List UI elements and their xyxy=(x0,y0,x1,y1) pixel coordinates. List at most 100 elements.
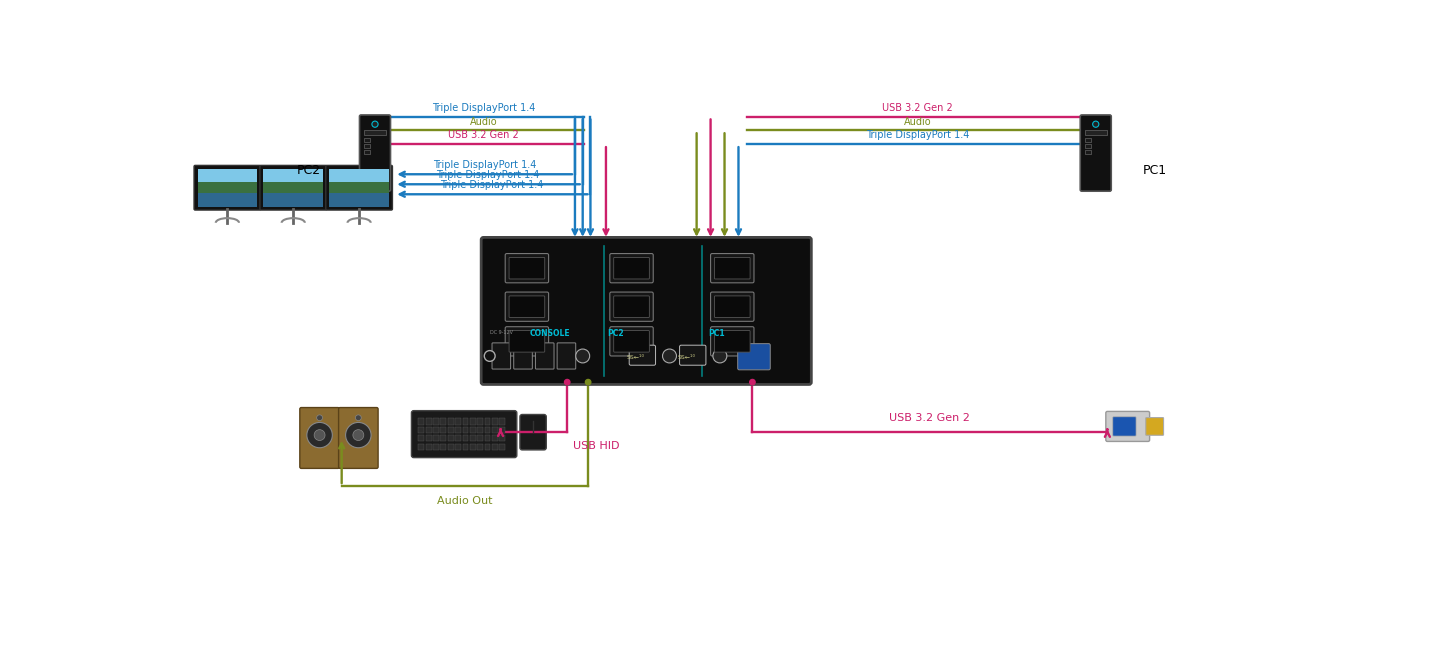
Bar xyxy=(441,436,447,441)
Bar xyxy=(364,131,386,135)
Text: USB 3.2 Gen 2: USB 3.2 Gen 2 xyxy=(889,413,970,423)
Bar xyxy=(419,436,425,441)
Bar xyxy=(426,436,432,441)
Bar xyxy=(499,436,505,441)
FancyBboxPatch shape xyxy=(521,415,547,450)
Bar xyxy=(264,194,323,207)
Bar xyxy=(477,419,483,424)
Bar xyxy=(364,138,370,142)
Bar xyxy=(329,182,389,194)
FancyBboxPatch shape xyxy=(338,408,378,469)
Bar xyxy=(1085,144,1090,148)
Text: PC1: PC1 xyxy=(708,329,725,338)
Bar xyxy=(264,169,323,182)
Bar xyxy=(364,150,370,154)
FancyBboxPatch shape xyxy=(513,343,532,369)
Bar xyxy=(448,436,454,441)
FancyBboxPatch shape xyxy=(710,292,754,321)
FancyBboxPatch shape xyxy=(1080,115,1111,191)
Text: Triple DisplayPort 1.4: Triple DisplayPort 1.4 xyxy=(441,181,544,190)
Circle shape xyxy=(564,380,570,385)
Bar xyxy=(329,194,389,207)
Bar xyxy=(455,427,461,433)
FancyBboxPatch shape xyxy=(1112,417,1135,436)
Bar xyxy=(463,427,468,433)
Bar xyxy=(434,436,439,441)
Bar xyxy=(484,419,490,424)
Bar xyxy=(426,419,432,424)
Text: CONSOLE: CONSOLE xyxy=(531,329,571,338)
Bar xyxy=(434,419,439,424)
FancyBboxPatch shape xyxy=(715,296,750,317)
Bar xyxy=(329,169,389,207)
FancyBboxPatch shape xyxy=(680,345,706,365)
FancyBboxPatch shape xyxy=(300,408,339,469)
Circle shape xyxy=(576,349,590,363)
Bar xyxy=(264,182,323,194)
Bar xyxy=(364,144,370,148)
Bar xyxy=(492,444,497,450)
Bar xyxy=(448,419,454,424)
Text: Audio: Audio xyxy=(903,116,931,127)
FancyBboxPatch shape xyxy=(509,331,545,352)
Bar xyxy=(1085,138,1090,142)
Bar xyxy=(463,436,468,441)
FancyBboxPatch shape xyxy=(505,254,548,283)
FancyBboxPatch shape xyxy=(710,254,754,283)
FancyBboxPatch shape xyxy=(194,165,261,210)
Bar xyxy=(426,444,432,450)
Text: DC 9-12V: DC 9-12V xyxy=(490,330,513,335)
Bar xyxy=(499,444,505,450)
FancyBboxPatch shape xyxy=(715,257,750,279)
Bar xyxy=(197,169,257,182)
Bar xyxy=(492,436,497,441)
Bar xyxy=(197,194,257,207)
Text: Triple DisplayPort 1.4: Triple DisplayPort 1.4 xyxy=(432,161,536,170)
Text: SS←¹⁰: SS←¹⁰ xyxy=(677,355,695,360)
FancyBboxPatch shape xyxy=(481,237,812,384)
Circle shape xyxy=(315,430,325,441)
Bar xyxy=(441,444,447,450)
Bar xyxy=(463,419,468,424)
FancyBboxPatch shape xyxy=(715,331,750,352)
Bar xyxy=(455,419,461,424)
FancyBboxPatch shape xyxy=(629,345,655,365)
FancyBboxPatch shape xyxy=(412,411,516,458)
Circle shape xyxy=(307,422,332,448)
Circle shape xyxy=(316,415,322,421)
FancyBboxPatch shape xyxy=(610,254,652,283)
FancyBboxPatch shape xyxy=(610,327,652,356)
FancyBboxPatch shape xyxy=(613,257,650,279)
Bar xyxy=(448,427,454,433)
FancyBboxPatch shape xyxy=(710,327,754,356)
Bar xyxy=(455,444,461,450)
Bar xyxy=(419,444,425,450)
Bar xyxy=(419,419,425,424)
FancyBboxPatch shape xyxy=(557,343,576,369)
Bar xyxy=(499,427,505,433)
FancyBboxPatch shape xyxy=(1146,417,1163,436)
Text: PC2: PC2 xyxy=(297,164,320,177)
Bar xyxy=(1085,131,1106,135)
Bar xyxy=(455,436,461,441)
Circle shape xyxy=(355,415,361,421)
FancyBboxPatch shape xyxy=(260,165,326,210)
FancyBboxPatch shape xyxy=(509,257,545,279)
Bar xyxy=(470,427,476,433)
Bar xyxy=(441,427,447,433)
Bar xyxy=(484,436,490,441)
Bar xyxy=(470,419,476,424)
Bar xyxy=(1085,150,1090,154)
Text: USB 3.2 Gen 2: USB 3.2 Gen 2 xyxy=(448,131,519,140)
FancyBboxPatch shape xyxy=(360,115,390,191)
Bar xyxy=(426,427,432,433)
Text: USB 3.2 Gen 2: USB 3.2 Gen 2 xyxy=(882,103,953,112)
Bar xyxy=(477,436,483,441)
FancyBboxPatch shape xyxy=(492,343,510,369)
Circle shape xyxy=(371,121,378,127)
Bar xyxy=(434,427,439,433)
Text: PC1: PC1 xyxy=(1143,164,1166,177)
Text: Triple DisplayPort 1.4: Triple DisplayPort 1.4 xyxy=(432,103,535,112)
Circle shape xyxy=(586,380,590,385)
Bar xyxy=(492,419,497,424)
